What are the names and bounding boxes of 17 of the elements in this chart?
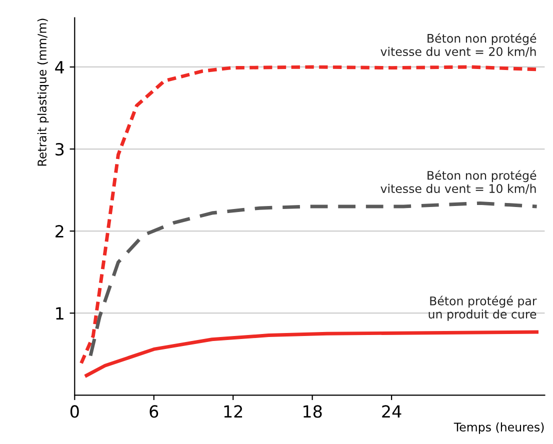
y-tick-label: 3 [56, 142, 64, 156]
x-tick-label: 0 [70, 405, 79, 418]
line-series [84, 330, 539, 378]
series-label: Béton non protégé vitesse du vent = 10 km/h [380, 170, 536, 194]
series-label: Béton protégé par un produit de cure [428, 296, 537, 321]
line-series [80, 65, 539, 365]
x-tick-label: 18 [304, 405, 322, 418]
line-series [88, 201, 539, 358]
x-axis-title: Temps (heures) [454, 422, 544, 434]
y-axis-title: Retrait plastique (mm/m) [37, 18, 49, 166]
y-tick-label: 2 [56, 225, 64, 238]
y-tick-label: 1 [56, 307, 64, 320]
x-tick-label: 12 [224, 405, 242, 418]
x-tick-label: 6 [150, 405, 158, 418]
y-tick-label: 4 [55, 61, 64, 74]
x-tick-label: 24 [382, 405, 402, 418]
series-label: Béton non protégé vitesse du vent = 20 km/h [380, 33, 536, 57]
